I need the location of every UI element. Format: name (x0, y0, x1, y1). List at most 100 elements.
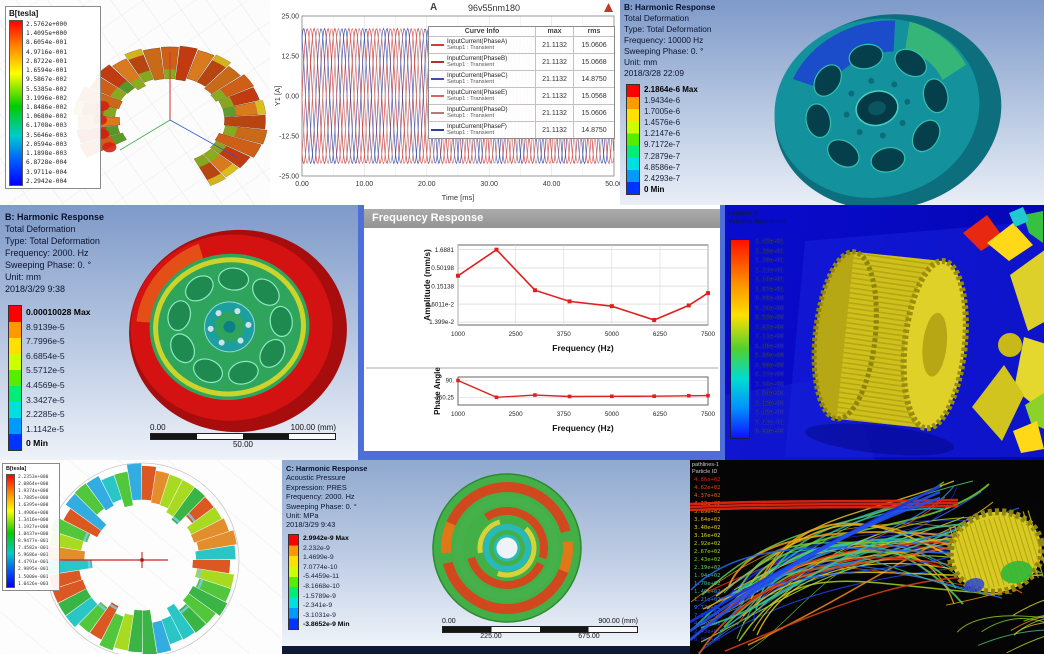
color-scale-value: 1.7885e+000 (18, 496, 49, 502)
svg-text:Y1 [A]: Y1 [A] (273, 86, 282, 106)
curve-swatch (431, 78, 444, 80)
rotor-flux-art (44, 462, 240, 654)
color-scale-value: 7.11e+00 (755, 333, 784, 341)
color-scale-value: 3.5646e-003 (26, 131, 67, 139)
svg-text:20.00: 20.00 (418, 181, 436, 188)
color-scale-value: 1.14e+01 (755, 276, 784, 284)
window-frame-left (358, 205, 364, 460)
ruler-min: 0.00 (442, 618, 456, 625)
svg-text:2500: 2500 (509, 411, 524, 418)
color-scale-value: 4.37e+02 (694, 493, 721, 499)
teal-flywheel-art (774, 14, 1002, 205)
svg-text:Frequency (Hz): Frequency (Hz) (552, 423, 614, 433)
result-header: B: Harmonic Response Total Deformation Typ… (5, 211, 104, 295)
pathlines-header: pathlines-1 Particle ID (692, 462, 719, 475)
panel-harmonic-response-2000hz: B: Harmonic Response Total Deformation Typ… (0, 205, 358, 460)
color-scale-value: 9.96e+00 (755, 295, 784, 303)
flux-color-scale: B[tesla] 2.2353e+000 2.0864e+000 1.9374e+0… (2, 463, 60, 591)
color-scale-value: 1.1142e-5 (26, 423, 65, 434)
color-scale-value: 2.8722e-001 (26, 57, 67, 65)
color-scale-value: 1.1927e+000 (18, 524, 49, 530)
svg-text:Time [ms]: Time [ms] (442, 193, 475, 202)
color-scale-title: B[tesla] (9, 9, 39, 18)
svg-text:1.6881: 1.6881 (435, 247, 455, 254)
curve-table-header: Curve Info max rms (429, 27, 614, 36)
header-line: Acoustic Pressure (286, 473, 346, 483)
svg-text:Frequency (Hz): Frequency (Hz) (552, 343, 614, 353)
window-frame-right (720, 205, 725, 460)
svg-text:90.: 90. (446, 379, 455, 385)
color-scale-value: 0 Min (26, 438, 48, 449)
red-flywheel-art (129, 229, 347, 433)
header-line: Frequency: 2000. Hz (5, 248, 89, 258)
color-scale-value: 1.4906e+000 (18, 510, 49, 516)
svg-text:30.00: 30.00 (480, 181, 498, 188)
header-line: Total Deformation (624, 13, 690, 23)
color-scale-value: 2.13e+00 (755, 399, 784, 407)
velocity-color-bar (730, 239, 750, 439)
header-line: Unit: MPa (286, 511, 319, 521)
color-scale-value: 4.8586e-7 (644, 162, 681, 172)
svg-text:-150.25: -150.25 (434, 395, 455, 401)
header-line: Particle ID (692, 468, 718, 475)
color-scale-value: 1.21e+01 (755, 266, 784, 274)
color-scale-value: -3.8652e-9 Min (303, 621, 350, 629)
color-scale-value: 1.4699e-9 (303, 554, 334, 562)
svg-text:6250: 6250 (653, 411, 668, 418)
panel-input-current-plot: 25.00 12.50 0.00 -12.50 -25.00 0.00 10.00 20.00… (270, 0, 620, 205)
header-line: 2018/3/28 22:09 (624, 68, 684, 78)
curve-table-row: InputCurrent(PhaseB) Setup1 : Transient 21… (429, 53, 614, 70)
color-scale-value: 4.9716e-001 (26, 48, 67, 56)
color-scale-value: 7.11e-01 (755, 418, 784, 426)
color-scale-value: 2.9895e-001 (18, 567, 49, 573)
color-scale-value: 6.8728e-004 (26, 159, 67, 167)
color-scale-value: 9.7172e-7 (644, 140, 681, 150)
header-line: Total Deformation (5, 224, 76, 234)
header-line: Sweeping Phase: 0. ° (286, 501, 357, 511)
color-scale-value: -3.1031e-9 (303, 611, 336, 619)
color-scale-value: 8.9477e-001 (18, 538, 49, 544)
color-scale-value: -2.341e-9 (303, 602, 333, 610)
svg-text:25.00: 25.00 (281, 13, 299, 20)
color-scale-value: 4.62e+02 (694, 485, 721, 491)
ruler-q3: 675.00 (578, 633, 600, 640)
scale-ruler: 0.00 900.00 (mm) 225.00 675.00 (442, 618, 638, 643)
color-scale-value: 1.35e+01 (755, 247, 784, 255)
svg-text:-12.50: -12.50 (279, 133, 299, 140)
color-scale-value: 0.00e+00 (694, 637, 721, 643)
svg-text:0.00: 0.00 (295, 181, 309, 188)
panel-acoustic-pressure: C: Harmonic Response Acoustic Pressure Exp… (282, 460, 690, 654)
svg-text:0.50198: 0.50198 (431, 265, 454, 272)
svg-text:10.00: 10.00 (356, 181, 374, 188)
panel-maxwell-stator: B[tesla] 2.5762e+000 1.4095e+000 8.6054e-0… (0, 0, 270, 205)
ruler-bar (442, 626, 638, 633)
acoustic-disc-art (432, 473, 582, 623)
color-scale-value: 2.43e+02 (694, 557, 721, 563)
ruler-max: 100.00 (mm) (290, 423, 336, 432)
color-scale-value: 7.2879e-7 (644, 151, 681, 161)
curve-swatch (431, 61, 444, 63)
svg-text:0.15138: 0.15138 (431, 283, 454, 290)
header-line: Unit: mm (624, 57, 658, 67)
color-scale-value: 1.4095e+000 (26, 30, 67, 38)
color-scale-value: 2.19e+02 (694, 565, 721, 571)
color-scale-value: 8.6054e-001 (26, 39, 67, 47)
header-line: Frequency: 2000. Hz (286, 492, 355, 502)
color-scale-value: 4.27e+00 (755, 371, 784, 379)
color-scale-value: 2.0594e-003 (26, 140, 67, 148)
svg-text:50.00: 50.00 (605, 181, 620, 188)
propeller-art (972, 250, 1044, 441)
color-scale-value: 4.4569e-5 (26, 379, 65, 390)
svg-text:7500: 7500 (701, 411, 716, 418)
color-scale-value: 1.4576e-6 (644, 118, 681, 128)
color-scale-value: 1.6395e+000 (18, 503, 49, 509)
plot-marker-icon (604, 3, 613, 12)
plot-corner-label: A (430, 2, 438, 13)
color-scale-value: 1.42e+00 (755, 409, 784, 417)
contour-header: contour-2 Velocity Magnitude (728, 210, 786, 225)
color-scale-value: 7.7996e-5 (26, 336, 65, 347)
window-title-bar[interactable]: Frequency Response (364, 209, 720, 228)
svg-text:1000: 1000 (451, 411, 466, 418)
color-gradient-bar (6, 474, 15, 588)
curve-table-row: InputCurrent(PhaseC) Setup1 : Transient 21… (429, 70, 614, 87)
